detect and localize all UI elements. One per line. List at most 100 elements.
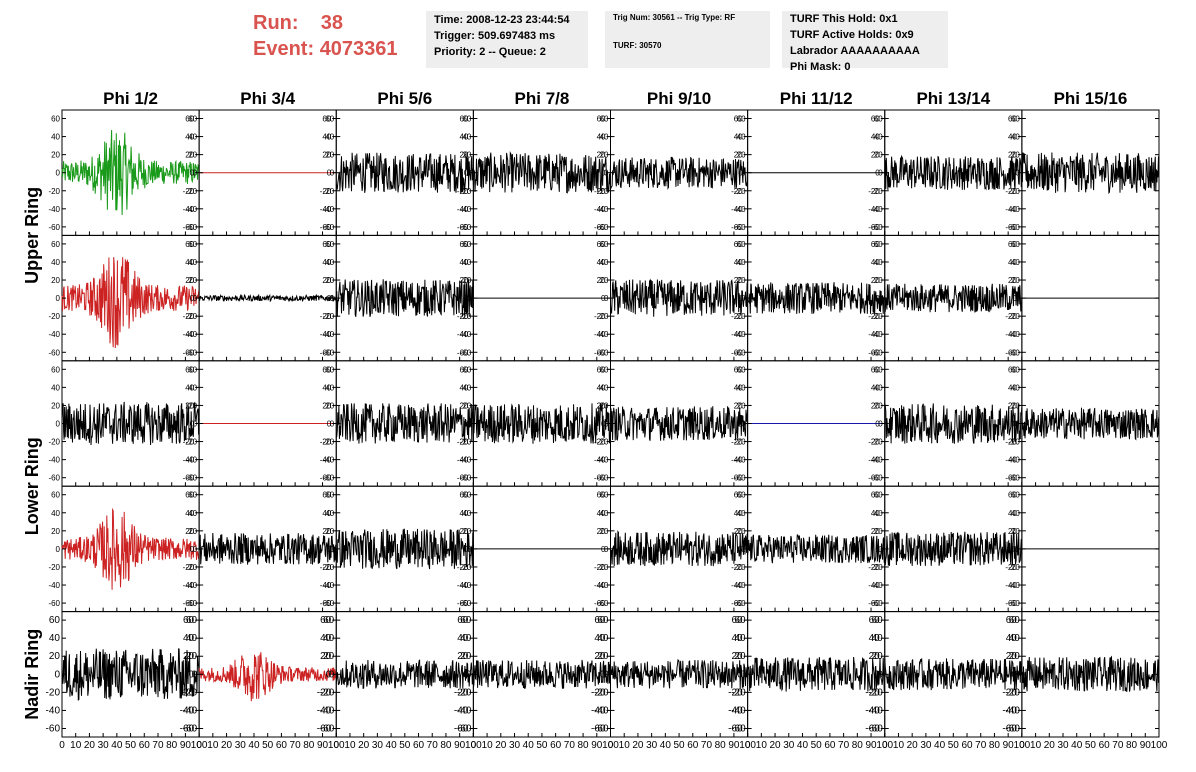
y-tick-label: 60 — [735, 615, 747, 626]
y-tick-label: 0 — [466, 669, 472, 680]
y-tick-label: 40 — [51, 509, 60, 518]
y-tick-label: 20 — [734, 527, 743, 536]
y-tick-label: -60 — [323, 599, 335, 608]
y-tick-label: 60 — [872, 615, 884, 626]
y-tick-label: -20 — [323, 312, 335, 321]
y-tick-label: 0 — [330, 420, 335, 429]
y-tick-label: 60 — [322, 115, 331, 124]
y-tick-label: -60 — [317, 723, 332, 734]
y-tick-label: -20 — [186, 312, 198, 321]
y-tick-label: 40 — [322, 133, 331, 142]
y-tick-label: -40 — [186, 581, 198, 590]
y-tick-label: -20 — [594, 438, 606, 447]
y-tick-label: -20 — [1005, 563, 1017, 572]
y-tick-label: -20 — [180, 687, 195, 698]
x-tick-label: 30 — [509, 740, 521, 751]
y-tick-label: 60 — [734, 240, 743, 249]
y-tick-label: 60 — [1011, 365, 1020, 374]
x-tick-label: 0 — [745, 740, 751, 751]
y-tick-label: -40 — [183, 705, 198, 716]
event-label: Event: — [253, 38, 315, 60]
y-tick-label: 20 — [459, 527, 468, 536]
y-tick-label: -20 — [594, 312, 606, 321]
y-tick-label: 40 — [872, 633, 884, 644]
y-tick-label: -20 — [183, 187, 195, 196]
time-info-box: Time: 2008-12-23 23:44:54 Trigger: 509.6… — [426, 11, 588, 68]
x-tick-label: 60 — [961, 740, 973, 751]
x-tick-label: 70 — [1112, 740, 1124, 751]
x-tick-label: 40 — [386, 740, 398, 751]
x-tick-label: 0 — [608, 740, 614, 751]
y-tick-label: 0 — [190, 545, 195, 554]
y-tick-label: 40 — [188, 258, 197, 267]
x-tick-label: 10 — [70, 740, 82, 751]
x-tick-label: 90 — [454, 740, 466, 751]
y-tick-label: -60 — [183, 348, 195, 357]
x-tick-label: 30 — [783, 740, 795, 751]
column-header: Phi 9/10 — [647, 89, 711, 108]
x-tick-label: 20 — [1044, 740, 1056, 751]
y-tick-label: -60 — [868, 599, 880, 608]
y-tick-label: 60 — [462, 365, 471, 374]
y-tick-label: -20 — [320, 563, 332, 572]
y-tick-label: 20 — [459, 151, 468, 160]
y-tick-label: -40 — [1008, 456, 1020, 465]
y-tick-label: 0 — [1015, 545, 1020, 554]
y-tick-label: 0 — [603, 669, 609, 680]
y-tick-label: 0 — [741, 294, 746, 303]
y-tick-label: -60 — [186, 599, 198, 608]
y-tick-label: -60 — [320, 223, 332, 232]
y-tick-label: 0 — [741, 420, 746, 429]
y-tick-label: 40 — [183, 633, 195, 644]
x-tick-label: 50 — [399, 740, 411, 751]
y-tick-label: -20 — [734, 187, 746, 196]
x-tick-label: 40 — [1071, 740, 1083, 751]
y-tick-label: 60 — [49, 615, 61, 626]
y-tick-label: 60 — [874, 491, 883, 500]
waveform-trace — [335, 277, 474, 317]
y-tick-label: 40 — [737, 383, 746, 392]
y-tick-label: -20 — [871, 563, 883, 572]
y-tick-label: 60 — [594, 615, 606, 626]
turf-info-box: TURF This Hold: 0x1 TURF Active Holds: 0… — [782, 11, 948, 73]
y-tick-label: -60 — [868, 723, 883, 734]
y-tick-label: -60 — [868, 223, 880, 232]
y-tick-label: 40 — [1008, 383, 1017, 392]
y-tick-label: -60 — [320, 348, 332, 357]
y-tick-label: 20 — [459, 401, 468, 410]
y-tick-label: -40 — [731, 330, 743, 339]
column-header: Phi 3/4 — [240, 89, 295, 108]
y-tick-label: -60 — [597, 599, 609, 608]
y-tick-label: 60 — [600, 365, 609, 374]
y-tick-label: 40 — [874, 383, 883, 392]
y-tick-label: 20 — [737, 151, 746, 160]
y-tick-label: -40 — [323, 205, 335, 214]
y-tick-label: -60 — [591, 723, 606, 734]
y-tick-label: -60 — [457, 474, 469, 483]
y-tick-label: 20 — [325, 151, 334, 160]
turf-text: TURF: 30570 — [613, 41, 662, 50]
y-tick-label: 60 — [322, 240, 331, 249]
y-tick-label: 0 — [737, 669, 743, 680]
x-tick-label: 20 — [495, 740, 507, 751]
y-tick-label: -60 — [734, 223, 746, 232]
x-tick-label: 70 — [564, 740, 576, 751]
y-tick-label: 40 — [460, 633, 472, 644]
y-tick-label: 0 — [467, 294, 472, 303]
y-tick-label: 0 — [741, 545, 746, 554]
y-tick-label: -60 — [454, 723, 469, 734]
y-tick-label: 20 — [1008, 401, 1017, 410]
x-tick-label: 90 — [728, 740, 740, 751]
trig-num-text: Trig Num: 30561 -- Trig Type: RF — [613, 13, 736, 22]
y-tick-label: -20 — [731, 687, 746, 698]
run-value: 38 — [320, 12, 344, 34]
y-tick-label: -60 — [731, 223, 743, 232]
y-tick-label: 20 — [1008, 527, 1017, 536]
y-tick-label: 20 — [734, 276, 743, 285]
y-tick-label: 0 — [1015, 420, 1020, 429]
waveform-trace — [884, 531, 1023, 566]
y-tick-label: -20 — [48, 438, 60, 447]
y-tick-label: 0 — [327, 294, 332, 303]
y-tick-label: 20 — [325, 276, 334, 285]
waveform-trace — [747, 282, 886, 314]
